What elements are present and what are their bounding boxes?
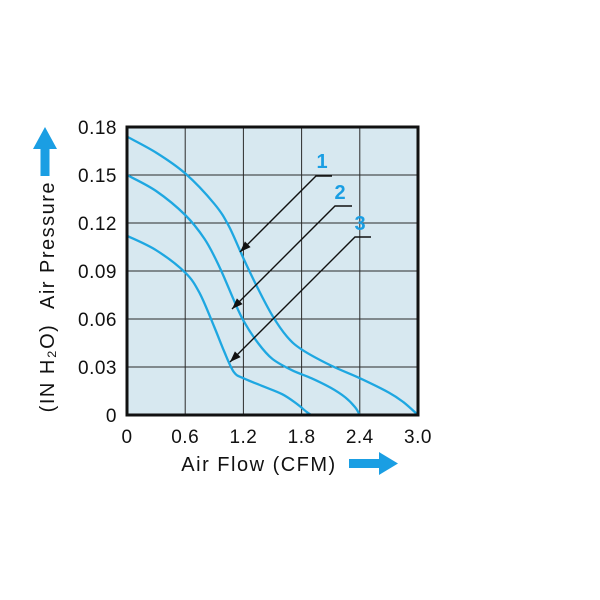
x-axis-label: Air Flow (CFM) [181, 454, 336, 476]
y-axis-unit: (IN H₂O) [37, 324, 59, 413]
y-tick-label: 0.15 [78, 166, 117, 187]
callout-label-3: 3 [354, 213, 365, 235]
y-tick-label: 0.09 [78, 262, 117, 283]
callout-label-2: 2 [334, 182, 345, 204]
x-tick-label: 1.8 [288, 427, 316, 448]
plot-frame [125, 125, 420, 417]
curve-3 [127, 234, 313, 415]
callout-arrowhead-2 [232, 298, 243, 309]
curve-2 [127, 173, 361, 415]
right-arrow-icon [349, 452, 398, 475]
callout-leader-3 [229, 236, 371, 363]
x-tick-label: 3.0 [404, 427, 432, 448]
callout-arrowhead-1 [240, 241, 251, 252]
x-tick-label: 1.2 [229, 427, 257, 448]
y-tick-label: 0.03 [78, 358, 117, 379]
y-tick-label: 0.06 [78, 310, 117, 331]
x-tick-label: 2.4 [346, 427, 374, 448]
callout-leader-2 [231, 205, 352, 310]
y-tick-label: 0 [106, 406, 117, 427]
plot-layer: 0 0.6 1.2 1.8 2.4 3.0 0 0.03 0.06 0.09 0.12 0.15 0.1… [78, 118, 432, 448]
x-tick-label: 0.6 [171, 427, 199, 448]
curve-1 [127, 135, 418, 415]
y-axis-label: Air Pressure [37, 181, 59, 309]
callout-label-1: 1 [316, 151, 327, 173]
callout-leader-1 [239, 175, 332, 253]
callout-arrowhead-3 [230, 351, 241, 362]
curves [127, 135, 418, 415]
y-tick-label: 0.18 [78, 118, 117, 139]
up-arrow-icon [33, 127, 57, 176]
y-tick-label: 0.12 [78, 214, 117, 235]
x-tick-label: 0 [121, 427, 132, 448]
